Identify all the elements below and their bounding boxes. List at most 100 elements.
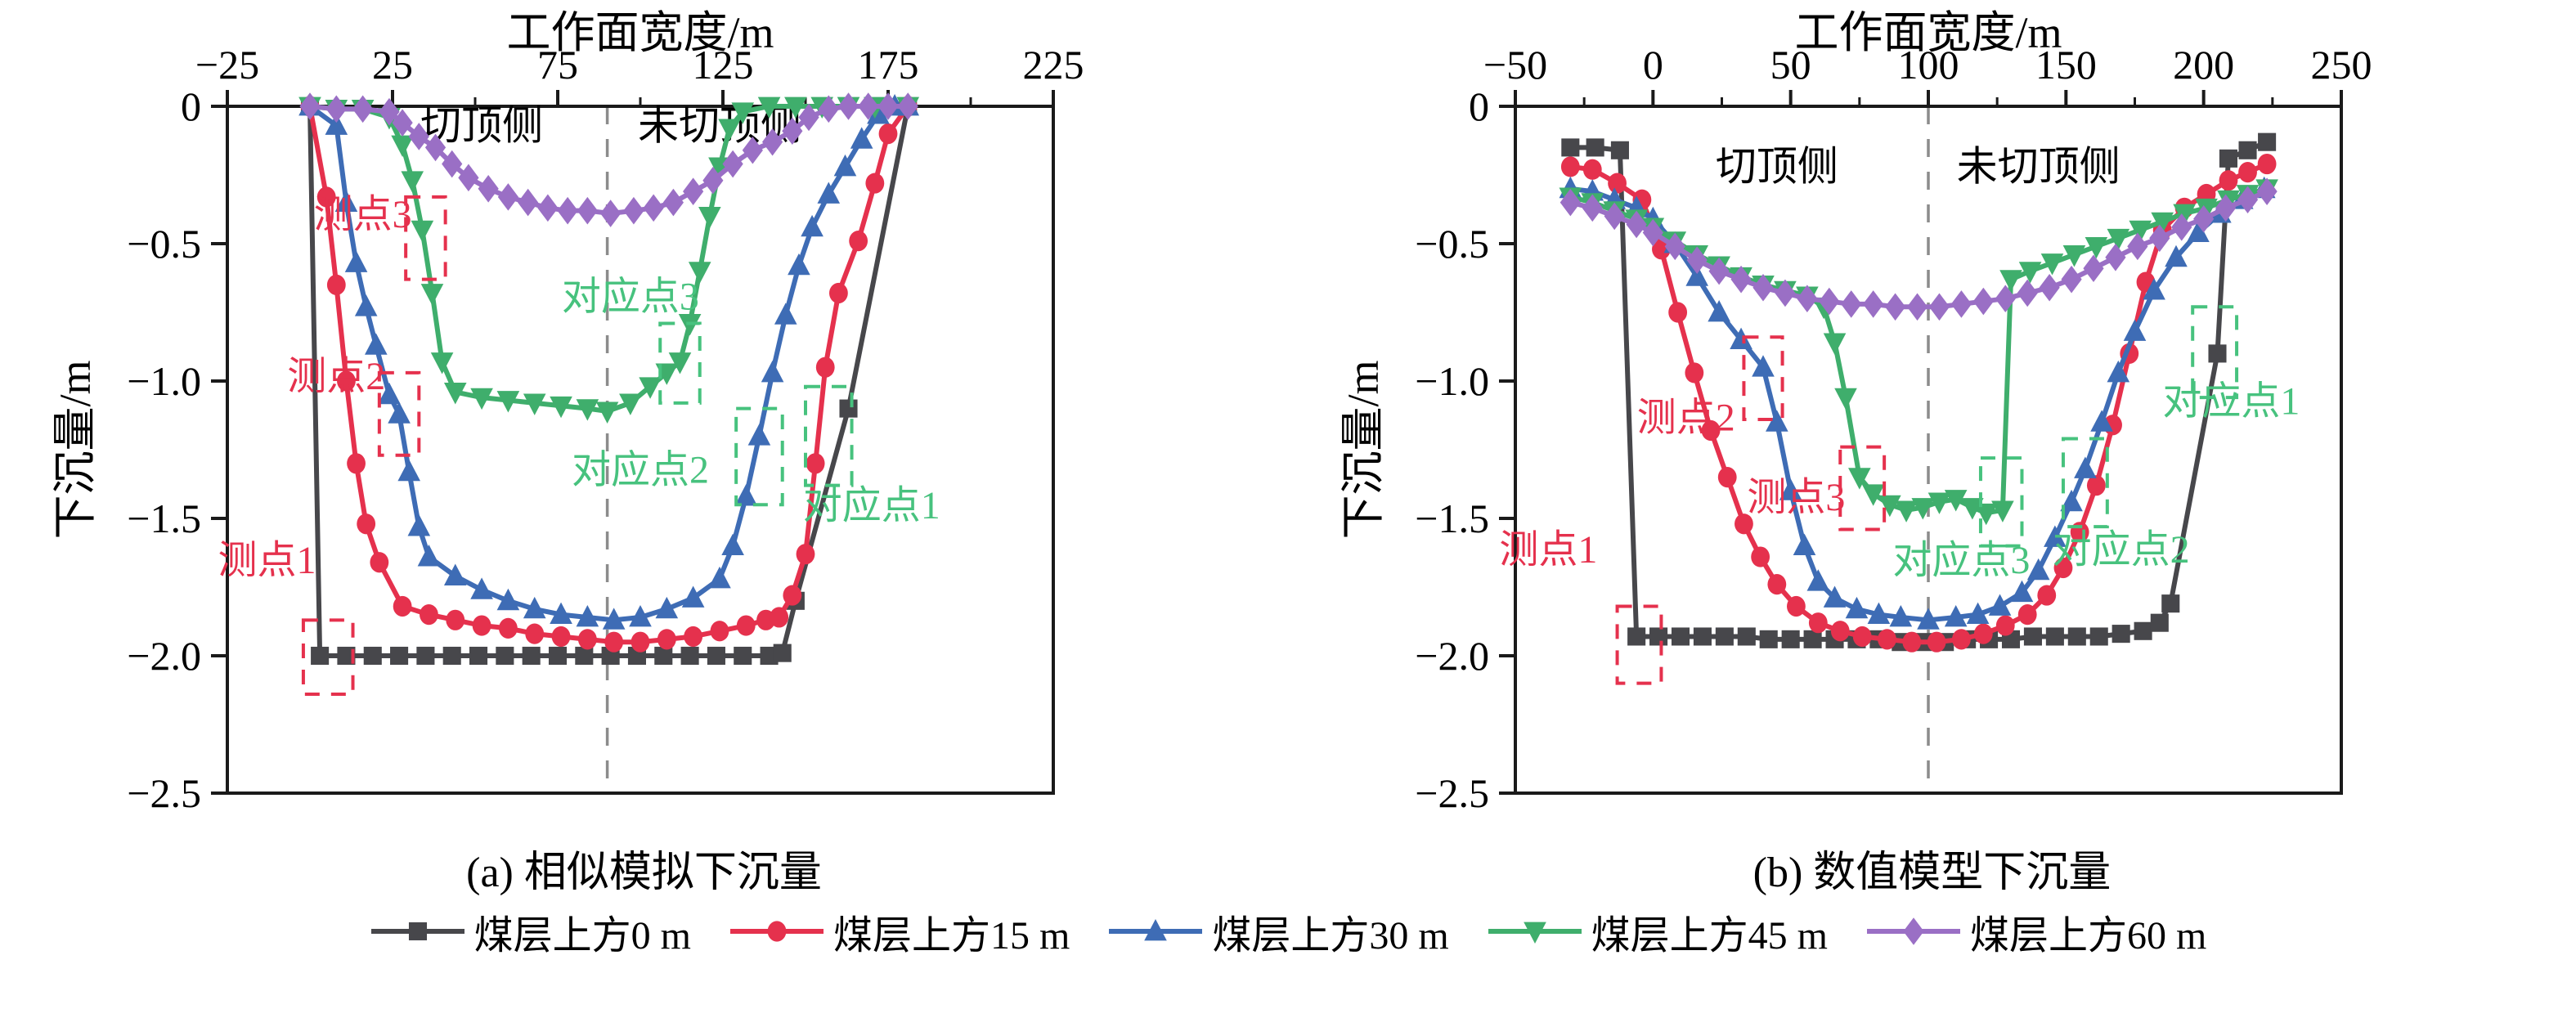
series-marker-triangle-up <box>2142 278 2165 300</box>
legend: 煤层上方0 m 煤层上方15 m 煤层上方30 m 煤层上方45 m 煤层上方60 m <box>0 903 2576 960</box>
series-marker-circle <box>1651 239 1671 260</box>
zone-label: 切顶侧 <box>1715 144 1838 190</box>
series-marker-triangle-up <box>602 608 625 630</box>
series-marker-diamond <box>643 194 664 222</box>
charts-row: 工作面宽度/m 下沉量/m −25 25 75 125 175 225 0 −0.5 −1.0 −1.… <box>51 8 2372 896</box>
series-marker-diamond <box>352 95 373 123</box>
series-marker-square <box>469 646 487 666</box>
series-marker-circle <box>1560 156 1580 177</box>
series-marker-square <box>1715 627 1734 646</box>
series-marker-circle <box>796 544 815 565</box>
series-marker-triangle-up <box>1751 355 1775 377</box>
series-marker-triangle-down <box>549 396 572 419</box>
series-marker-diamond <box>781 117 802 146</box>
annotation-box <box>403 195 447 281</box>
series-60m <box>1560 177 2278 321</box>
x-tick-label: 125 <box>692 42 753 87</box>
annotation-box <box>1838 445 1886 531</box>
series-marker-diamond <box>2060 265 2082 294</box>
series-marker-circle <box>1684 362 1703 383</box>
series-marker-circle <box>1927 631 1945 652</box>
y-tick-label: −2.0 <box>1415 633 1489 679</box>
series-marker-circle <box>1973 623 1993 644</box>
y-tick-label: 0 <box>1469 83 1489 129</box>
series-marker-triangle-up <box>1779 478 1802 500</box>
series-marker-diamond <box>392 109 413 137</box>
series-marker-square <box>1586 138 1604 157</box>
series-marker-circle <box>1766 574 1786 595</box>
series-marker-triangle-down <box>1944 490 1967 512</box>
annotation-box <box>1978 456 2023 548</box>
series-marker-triangle-down <box>420 284 443 306</box>
series-marker-circle <box>419 604 438 626</box>
legend-marker-square-icon <box>370 922 464 941</box>
series-marker-square <box>680 646 699 666</box>
series-marker-triangle-up <box>787 253 810 276</box>
series-marker-diamond <box>2215 194 2236 222</box>
series-marker-diamond <box>818 95 839 123</box>
series-marker-diamond <box>1903 917 1924 945</box>
series-marker-triangle-up <box>1889 604 1912 627</box>
series-marker-circle <box>767 921 787 942</box>
series-marker-circle <box>657 629 676 650</box>
series-marker-triangle-up <box>866 102 890 124</box>
series-marker-triangle-up <box>1793 533 1815 555</box>
series-marker-diamond <box>497 183 518 211</box>
series-marker-diamond <box>2237 186 2258 214</box>
series-marker-square <box>1627 627 1645 646</box>
series-marker-circle <box>2219 170 2237 191</box>
series-marker-diamond <box>557 196 578 225</box>
y-tick-label: −1.5 <box>1415 496 1489 541</box>
series-marker-triangle-up <box>761 360 783 383</box>
series-marker-square <box>415 646 434 666</box>
annotation-text: 对应点2 <box>571 448 708 491</box>
series-marker-triangle-up <box>1806 569 1829 591</box>
series-marker-diamond <box>877 92 899 120</box>
y-tick-label: 0 <box>181 83 201 129</box>
series-line-0m <box>307 105 910 658</box>
series-marker-triangle-down <box>1928 492 1950 514</box>
series-marker-circle <box>806 453 825 474</box>
series-marker-diamond <box>797 103 819 132</box>
series-marker-triangle-down <box>618 393 642 415</box>
x-tick-label: 100 <box>1897 42 1959 87</box>
annotation-text: 测点1 <box>1499 528 1597 572</box>
annotation-box <box>734 406 784 507</box>
legend-marker-triangle-down-icon <box>1488 922 1582 944</box>
series-marker-square <box>548 646 567 666</box>
series-marker-diamond <box>1752 273 1774 302</box>
series-marker-circle <box>336 370 356 392</box>
series-marker-circle <box>1734 513 1753 535</box>
series-marker-triangle-down <box>730 102 754 124</box>
series-marker-diamond <box>577 196 598 225</box>
series-marker-circle <box>326 274 346 295</box>
series-marker-triangle-up <box>377 382 401 405</box>
series-marker-triangle-down <box>1990 500 2014 522</box>
series-marker-square <box>2161 594 2179 613</box>
legend-marker-triangle-up-icon <box>1109 919 1203 941</box>
annotation-text: 对应点1 <box>2162 379 2300 423</box>
series-marker-circle <box>815 357 835 378</box>
series-marker-diamond <box>325 95 347 123</box>
x-tick-label: 0 <box>1642 42 1663 87</box>
legend-marker-circle-icon <box>729 921 824 942</box>
y-tick-label: −2.5 <box>127 770 201 816</box>
series-marker-triangle-up <box>1729 327 1752 349</box>
y-tick-label: −2.5 <box>1415 770 1489 816</box>
series-marker-triangle-up <box>2123 319 2146 341</box>
series-marker-triangle-down <box>2107 228 2129 251</box>
series-marker-diamond <box>1582 194 1603 222</box>
series-marker-circle <box>498 617 518 639</box>
series-marker-circle <box>472 615 491 636</box>
series-marker-diamond <box>1730 265 1752 294</box>
series-marker-diamond <box>2082 254 2104 283</box>
series-marker-triangle-up <box>1685 264 1708 286</box>
series-marker-diamond <box>682 177 703 205</box>
series-marker-triangle-up <box>417 545 440 567</box>
series-marker-square <box>653 646 672 666</box>
series-marker-triangle-up <box>655 596 678 619</box>
y-tick-label: −1.0 <box>1415 358 1489 404</box>
series-marker-triangle-up <box>1707 300 1730 322</box>
series-marker-triangle-up <box>850 127 873 149</box>
